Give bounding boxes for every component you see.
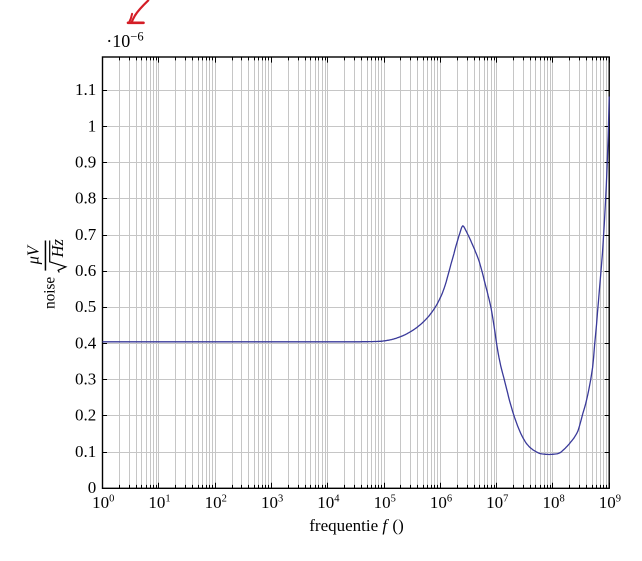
- svg-text:1.1: 1.1: [75, 80, 96, 99]
- svg-text:0.8: 0.8: [75, 189, 96, 208]
- svg-text:0: 0: [88, 478, 97, 497]
- svg-text:0.7: 0.7: [75, 225, 97, 244]
- svg-text:100: 100: [92, 493, 114, 512]
- svg-text:1: 1: [88, 116, 97, 135]
- svg-text:108: 108: [542, 493, 564, 512]
- svg-text:frequentie f (): frequentie f (): [309, 516, 403, 535]
- svg-text:0.1: 0.1: [75, 442, 96, 461]
- svg-text:0.9: 0.9: [75, 153, 96, 172]
- svg-text:0.4: 0.4: [75, 333, 97, 352]
- svg-text:0.5: 0.5: [75, 297, 96, 316]
- svg-text:105: 105: [374, 493, 396, 512]
- svg-text:noise: noise: [42, 277, 59, 309]
- svg-text:0.3: 0.3: [75, 370, 96, 389]
- svg-text:0.6: 0.6: [75, 261, 96, 280]
- svg-text:102: 102: [205, 493, 227, 512]
- svg-text:0.2: 0.2: [75, 406, 96, 425]
- svg-text:109: 109: [599, 493, 621, 512]
- svg-text:101: 101: [148, 493, 170, 512]
- svg-text:μV: μV: [24, 244, 43, 265]
- svg-text:107: 107: [486, 493, 508, 512]
- svg-text:Hz: Hz: [48, 238, 67, 258]
- svg-text:103: 103: [261, 493, 283, 512]
- svg-text:106: 106: [430, 493, 452, 512]
